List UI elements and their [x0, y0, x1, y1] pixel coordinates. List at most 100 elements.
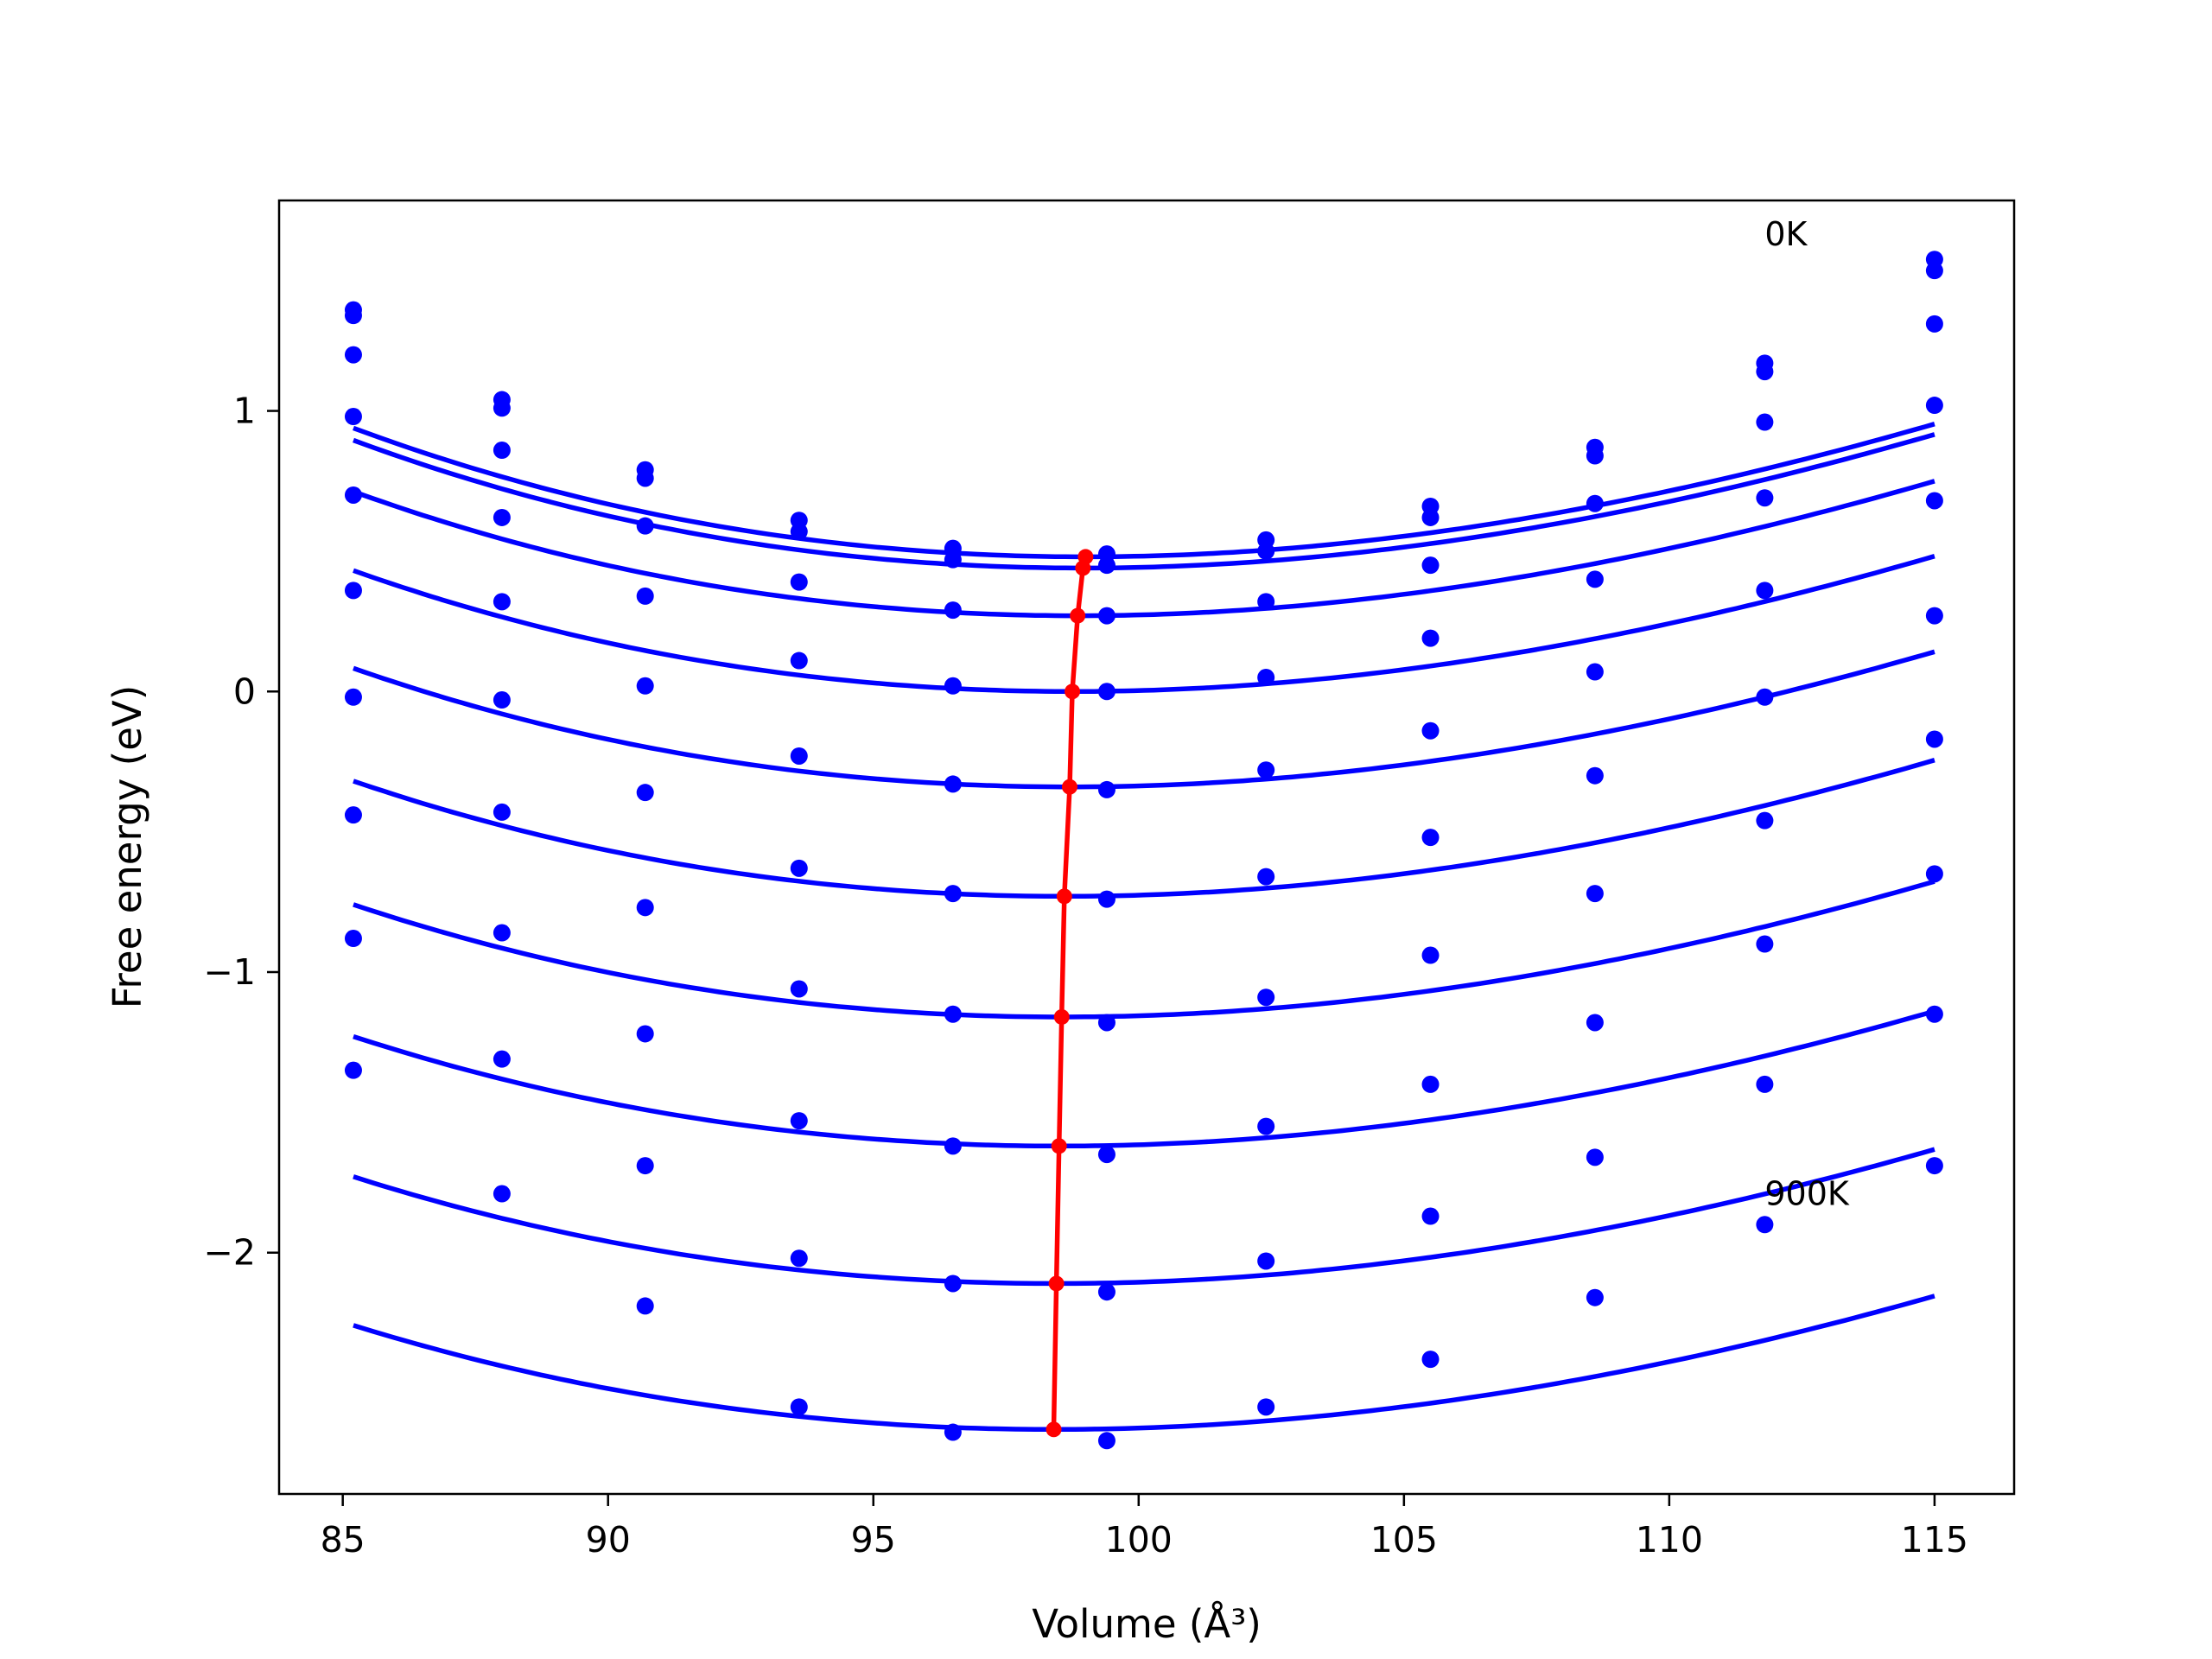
data-point — [1097, 1432, 1116, 1450]
data-point — [1421, 721, 1440, 740]
data-point — [493, 508, 511, 526]
y-tick-label: −1 — [204, 951, 256, 993]
data-point — [1097, 890, 1116, 908]
minimum-point — [1056, 888, 1072, 905]
data-point — [1257, 542, 1275, 560]
data-point — [944, 550, 962, 569]
x-axis-title: Volume (Å³) — [1032, 1601, 1262, 1647]
annotations: 0K 900K — [1764, 215, 1850, 1213]
x-tick-label: 110 — [1636, 1519, 1703, 1560]
data-point — [1097, 683, 1116, 701]
fit-curve-9 — [353, 1294, 1936, 1433]
data-point — [1257, 593, 1275, 611]
data-point — [344, 930, 362, 948]
data-point — [493, 924, 511, 942]
data-point — [1097, 1014, 1116, 1032]
data-point — [1257, 988, 1275, 1007]
data-point — [1586, 766, 1604, 785]
data-point — [1925, 315, 1943, 333]
data-point — [344, 408, 362, 426]
data-point — [493, 442, 511, 460]
data-point — [344, 806, 362, 824]
data-points — [344, 251, 1943, 1450]
data-point — [790, 573, 808, 591]
minimum-point — [1048, 1275, 1065, 1292]
y-tick-label: −2 — [204, 1232, 256, 1274]
data-point — [1925, 730, 1943, 748]
data-point — [790, 523, 808, 541]
data-point — [1586, 885, 1604, 903]
data-point — [1257, 1398, 1275, 1416]
data-point — [1756, 363, 1774, 381]
data-point — [1257, 1117, 1275, 1135]
data-point — [1586, 1288, 1604, 1306]
minimum-point — [1053, 1008, 1070, 1025]
x-tick-label: 115 — [1901, 1519, 1968, 1560]
fit-curve-4 — [353, 649, 1936, 790]
fit-curve-5 — [353, 758, 1936, 899]
data-point — [1257, 1252, 1275, 1270]
x-tick-label: 100 — [1105, 1519, 1173, 1560]
data-point — [493, 1050, 511, 1068]
data-point — [944, 775, 962, 793]
minimum-point — [1051, 1138, 1067, 1154]
data-point — [1421, 508, 1440, 526]
minimum-point — [1065, 683, 1081, 700]
data-point — [1421, 1207, 1440, 1225]
data-point — [1925, 865, 1943, 883]
data-point — [344, 1061, 362, 1079]
fit-curve-6 — [353, 879, 1936, 1020]
y-axis-title: Free energy (eV) — [105, 685, 150, 1008]
x-tick-label: 90 — [586, 1519, 631, 1560]
data-point — [493, 803, 511, 821]
plot-area — [279, 200, 2014, 1494]
data-point — [1421, 629, 1440, 647]
data-point — [493, 399, 511, 417]
data-point — [790, 980, 808, 998]
minimum-point — [1061, 779, 1077, 795]
data-point — [1257, 868, 1275, 886]
data-point — [944, 1274, 962, 1293]
data-point — [944, 1005, 962, 1023]
temperature-annotation: 0K — [1764, 215, 1808, 253]
data-point — [344, 688, 362, 706]
data-point — [1925, 1157, 1943, 1175]
x-tick-label: 105 — [1370, 1519, 1438, 1560]
data-point — [790, 1112, 808, 1130]
data-point — [1756, 688, 1774, 706]
data-point — [493, 1185, 511, 1203]
data-point — [636, 1297, 654, 1315]
data-point — [493, 691, 511, 709]
y-tick-label: 1 — [233, 391, 256, 432]
data-point — [1421, 946, 1440, 964]
data-point — [1421, 1351, 1440, 1369]
data-point — [1257, 669, 1275, 687]
data-point — [636, 1025, 654, 1043]
data-point — [636, 517, 654, 535]
data-point — [1586, 570, 1604, 588]
data-point — [1421, 556, 1440, 575]
data-point — [1925, 607, 1943, 625]
data-point — [344, 307, 362, 325]
data-point — [790, 1398, 808, 1416]
data-point — [1925, 492, 1943, 510]
y-tick-label: 0 — [233, 671, 256, 712]
data-point — [1756, 413, 1774, 431]
data-point — [636, 677, 654, 695]
data-point — [944, 885, 962, 903]
data-point — [636, 899, 654, 917]
data-point — [344, 346, 362, 364]
minimum-point — [1070, 607, 1086, 624]
fit-curve-8 — [353, 1147, 1936, 1287]
data-point — [944, 677, 962, 695]
data-point — [636, 784, 654, 802]
data-point — [1586, 494, 1604, 512]
minimum-line — [1046, 549, 1094, 1438]
data-point — [1925, 262, 1943, 280]
data-point — [944, 1423, 962, 1441]
data-point — [1925, 397, 1943, 415]
data-point — [944, 1137, 962, 1155]
x-tick-label: 95 — [851, 1519, 896, 1560]
data-point — [1257, 761, 1275, 779]
